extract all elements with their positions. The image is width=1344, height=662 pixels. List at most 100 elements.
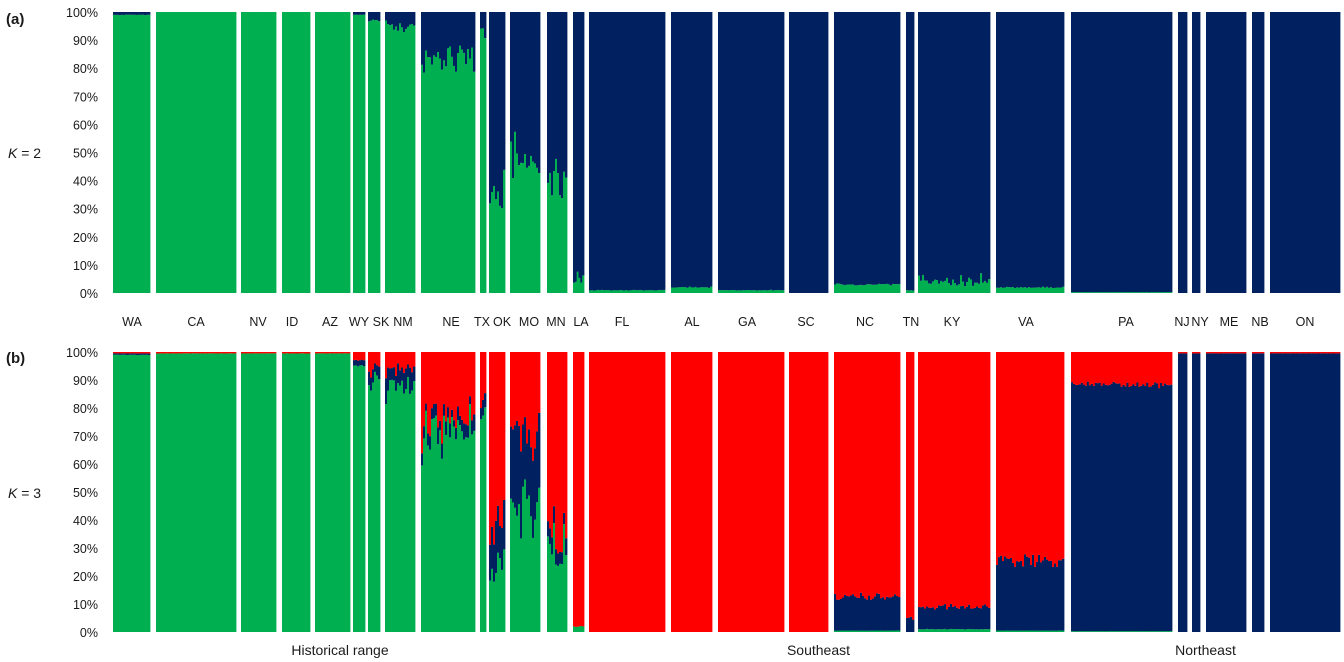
bar-segment — [538, 12, 541, 173]
bar-segment — [425, 12, 428, 51]
y-tick-label: 40% — [73, 514, 98, 528]
bar-segment — [720, 12, 723, 291]
bar-segment — [1308, 353, 1311, 632]
y-tick-label: 60% — [73, 118, 98, 132]
bar-segment — [1168, 352, 1171, 386]
bar-segment — [886, 12, 889, 284]
bar-segment — [1018, 287, 1021, 293]
bar-segment — [591, 352, 594, 632]
bar-segment — [623, 12, 626, 291]
bar-segment — [878, 283, 881, 293]
bar-segment — [968, 352, 971, 605]
bar-segment — [1024, 287, 1027, 293]
bar-segment — [1032, 352, 1035, 555]
bar-segment — [491, 191, 494, 293]
bar-segment — [1170, 631, 1173, 632]
bar-segment — [1236, 12, 1239, 293]
bar-segment — [270, 352, 273, 354]
bar-segment — [1146, 631, 1149, 632]
bar-segment — [114, 353, 118, 355]
bar-segment — [613, 352, 616, 632]
panel-a-k-label: K = 2 — [8, 145, 41, 161]
bar-segment — [561, 352, 564, 553]
bar-segment — [1306, 352, 1309, 354]
bar-segment — [661, 352, 664, 632]
bar-segment — [170, 352, 173, 354]
bar-segment — [401, 352, 404, 368]
bar-segment — [1078, 384, 1082, 632]
bar-segment — [399, 23, 402, 293]
bar-segment — [473, 414, 476, 431]
bar-segment — [457, 352, 460, 407]
bar-segment — [884, 352, 887, 600]
bar-segment — [489, 12, 492, 204]
bar-segment — [690, 352, 693, 632]
bar-segment — [407, 376, 410, 632]
bar-segment — [467, 352, 470, 426]
bar-segment — [621, 352, 624, 632]
bar-segment — [792, 352, 796, 632]
bar-segment — [966, 282, 969, 293]
bar-segment — [1074, 12, 1078, 293]
bar-segment — [645, 290, 648, 293]
bar-segment — [549, 543, 552, 632]
bar-segment — [850, 12, 853, 285]
bar-segment — [489, 352, 492, 545]
bar-segment — [385, 378, 388, 405]
bar-segment — [886, 352, 889, 597]
bar-segment — [443, 352, 446, 405]
bar-segment — [294, 352, 297, 354]
bar-segment — [968, 604, 971, 629]
bar-segment — [120, 353, 124, 355]
bar-segment — [262, 353, 265, 632]
bar-segment — [491, 352, 494, 527]
bar-segment — [516, 420, 519, 516]
population-block-nj — [1178, 352, 1188, 632]
bar-segment — [878, 593, 881, 631]
bar-segment — [1058, 12, 1061, 288]
bar-segment — [391, 24, 394, 293]
bar-segment — [484, 38, 487, 294]
bar-segment — [1102, 631, 1106, 632]
bar-segment — [370, 352, 373, 378]
bar-segment — [882, 630, 885, 632]
bar-segment — [770, 12, 773, 290]
population-block-al — [671, 12, 713, 293]
bar-segment — [589, 12, 592, 291]
bar-segment — [395, 375, 398, 391]
bar-segment — [653, 352, 656, 632]
bar-segment — [451, 409, 454, 418]
bar-segment — [1110, 292, 1113, 293]
bar-segment — [463, 423, 466, 440]
bar-segment — [756, 12, 759, 291]
population-label-ne: NE — [442, 315, 459, 329]
bar-segment — [1094, 352, 1098, 383]
bar-segment — [756, 352, 759, 632]
bar-segment — [206, 12, 209, 293]
population-block-la — [573, 12, 585, 293]
bar-segment — [395, 12, 398, 27]
bar-segment — [1114, 12, 1117, 293]
bar-segment — [1278, 352, 1281, 354]
bar-segment — [710, 12, 713, 287]
bar-segment — [344, 353, 347, 632]
bar-segment — [621, 12, 624, 291]
bar-segment — [615, 352, 618, 632]
bar-segment — [934, 629, 937, 632]
bar-segment — [241, 12, 244, 293]
bar-segment — [1208, 352, 1211, 354]
bar-segment — [1090, 352, 1094, 384]
bar-segment — [1134, 12, 1137, 293]
panel-b-bars — [113, 352, 1341, 632]
bar-segment — [435, 352, 438, 404]
bar-segment — [220, 353, 223, 632]
bar-segment — [1183, 352, 1186, 354]
bar-segment — [700, 352, 703, 632]
population-block-va — [996, 352, 1065, 632]
bar-segment — [696, 287, 699, 293]
bar-segment — [514, 507, 517, 632]
bar-segment — [890, 597, 893, 631]
bar-segment — [690, 287, 693, 293]
bar-segment — [1168, 12, 1171, 293]
bar-segment — [1030, 630, 1033, 632]
